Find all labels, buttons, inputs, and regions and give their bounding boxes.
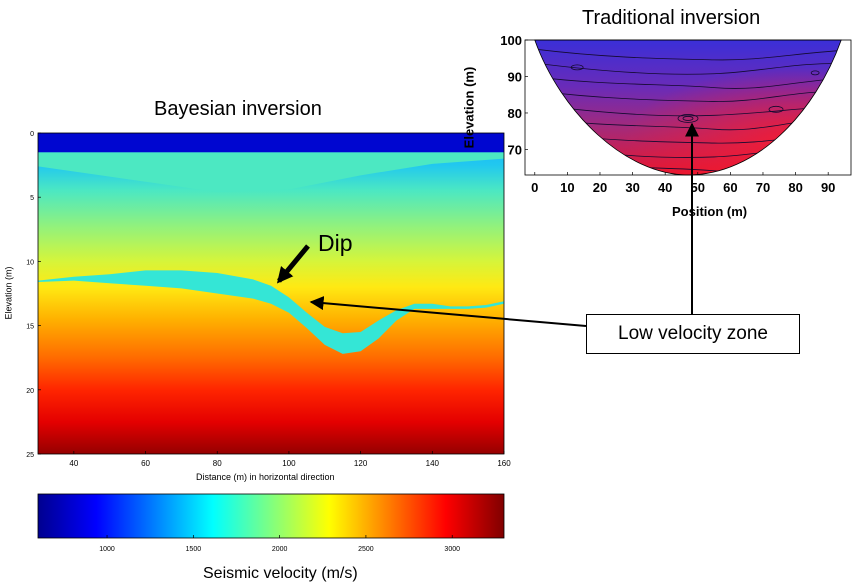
colorbar-tick-label: 2500 <box>358 546 374 553</box>
traditional-title: Traditional inversion <box>582 7 761 29</box>
traditional-contour-loop <box>810 70 820 76</box>
traditional-contour-line <box>534 102 842 117</box>
dip-arrow <box>276 244 310 284</box>
traditional-x-tick-label: 10 <box>560 180 574 195</box>
traditional-y-tick-label: 90 <box>508 69 522 84</box>
low-velocity-zone-band <box>38 270 504 354</box>
bayesian-x-ticks: 40 60 80 100 120 140 160 <box>69 451 511 468</box>
traditional-x-tick-label: 20 <box>593 180 607 195</box>
bayesian-x-tick-label: 160 <box>497 459 511 468</box>
bayesian-x-tick-label: 100 <box>282 459 296 468</box>
colorbar-tick-label: 3000 <box>444 546 460 553</box>
traditional-x-tick-label: 70 <box>756 180 770 195</box>
traditional-x-label: Position (m) <box>672 204 748 219</box>
bayesian-panel: 40 60 80 100 120 140 160 0 5 10 15 20 25 <box>26 131 511 468</box>
traditional-red-zone <box>534 40 842 175</box>
traditional-contour-loop <box>677 114 699 123</box>
traditional-x-tick-label: 90 <box>821 180 835 195</box>
bayesian-x-tick-label: 60 <box>141 459 150 468</box>
lvz-arrow-to-bayesian <box>309 296 587 327</box>
bayesian-title: Bayesian inversion <box>154 98 322 120</box>
traditional-x-tick-label: 80 <box>788 180 802 195</box>
traditional-x-tick-label: 0 <box>531 180 538 195</box>
dip-annotation: Dip <box>318 230 353 256</box>
bayesian-y-tick-label: 15 <box>26 324 34 331</box>
traditional-x-tick-label: 30 <box>625 180 639 195</box>
traditional-x-ticks: 0 10 20 30 40 50 60 70 80 90 <box>531 172 835 195</box>
bayesian-y-ticks: 0 5 10 15 20 25 <box>26 131 41 459</box>
bayesian-y-tick-label: 5 <box>30 195 34 202</box>
traditional-y-label: Elevation (m) <box>461 66 477 149</box>
traditional-y-ticks: 100 90 80 70 <box>500 33 528 157</box>
traditional-contour-line <box>534 61 842 75</box>
traditional-y-tick-label: 100 <box>500 33 522 48</box>
bayesian-frame <box>37 132 505 455</box>
traditional-y-tick-label: 70 <box>508 142 522 157</box>
bayesian-x-tick-label: 140 <box>426 459 440 468</box>
bayesian-x-label: Distance (m) in horizontal direction <box>196 472 335 482</box>
traditional-frame <box>524 39 852 176</box>
top-layer <box>38 133 504 153</box>
traditional-x-tick-label: 60 <box>723 180 737 195</box>
traditional-y-tick-label: 80 <box>508 106 522 121</box>
colorbar-tick-label: 1500 <box>186 546 202 553</box>
colorbar-tick-label: 1000 <box>99 546 115 553</box>
traditional-panel: 0 10 20 30 40 50 60 70 80 90 100 90 80 70 <box>500 33 852 195</box>
colorbar-ticks: 1000 1500 2000 2500 3000 <box>99 535 460 553</box>
traditional-contour-loop <box>570 64 584 71</box>
bayesian-y-tick-label: 25 <box>26 452 34 459</box>
low-velocity-zone-callout: Low velocity zone <box>586 314 800 354</box>
bayesian-x-tick-label: 120 <box>354 459 368 468</box>
colorbar-tick-label: 2000 <box>272 546 288 553</box>
traditional-contour-loop <box>768 105 784 113</box>
upper-low-velocity-band <box>38 152 504 193</box>
traditional-contour-line <box>534 75 842 89</box>
colorbar: 1000 1500 2000 2500 3000 <box>37 493 505 553</box>
bayesian-x-tick-label: 40 <box>69 459 78 468</box>
colorbar-fill <box>38 494 504 538</box>
colorbar-label: Seismic velocity (m/s) <box>203 565 358 582</box>
traditional-x-tick-label: 40 <box>658 180 672 195</box>
traditional-x-tick-label: 50 <box>691 180 705 195</box>
traditional-contour-loop <box>682 116 694 121</box>
traditional-contour-line <box>534 89 842 102</box>
bayesian-y-tick-label: 10 <box>26 259 34 266</box>
bayesian-x-tick-label: 80 <box>213 459 222 468</box>
bayesian-y-label: Elevation (m) <box>3 266 14 320</box>
bayesian-y-tick-label: 20 <box>26 388 34 395</box>
colorbar-frame <box>37 493 505 539</box>
bayesian-y-tick-label: 0 <box>30 131 34 138</box>
traditional-contour-line <box>534 47 842 61</box>
